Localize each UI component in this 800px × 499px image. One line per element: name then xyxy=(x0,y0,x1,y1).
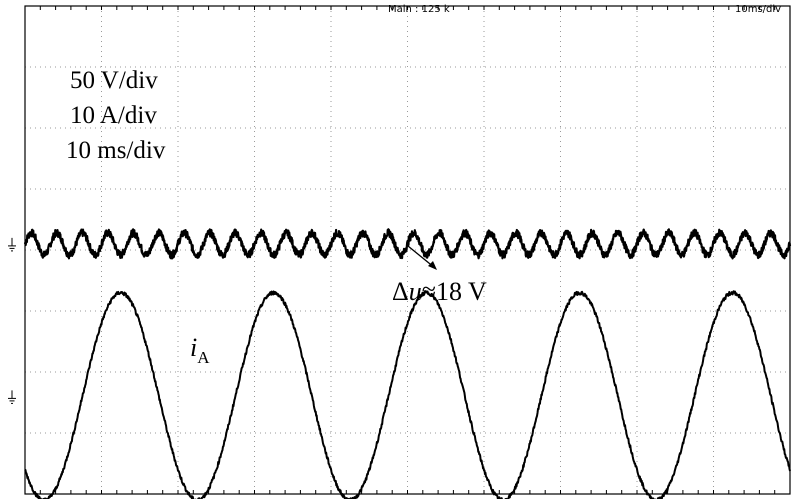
delta-u-arrowhead xyxy=(428,261,437,270)
timebase-label: 10ms/div xyxy=(735,4,781,15)
time-scale-label: 10 ms/div xyxy=(66,137,166,164)
delta-u-annotation: Δu≈18 V xyxy=(392,277,487,306)
current-label: iA xyxy=(190,333,210,367)
voltage-scale-label: 50 V/div xyxy=(70,67,158,94)
current-trace-iA xyxy=(24,290,791,499)
channel-markers xyxy=(8,237,16,404)
dc-voltage-trace xyxy=(23,228,792,260)
main-sample-label: Main : 125 k xyxy=(388,4,450,15)
current-scale-label: 10 A/div xyxy=(70,102,157,129)
screen-frame xyxy=(24,5,791,495)
